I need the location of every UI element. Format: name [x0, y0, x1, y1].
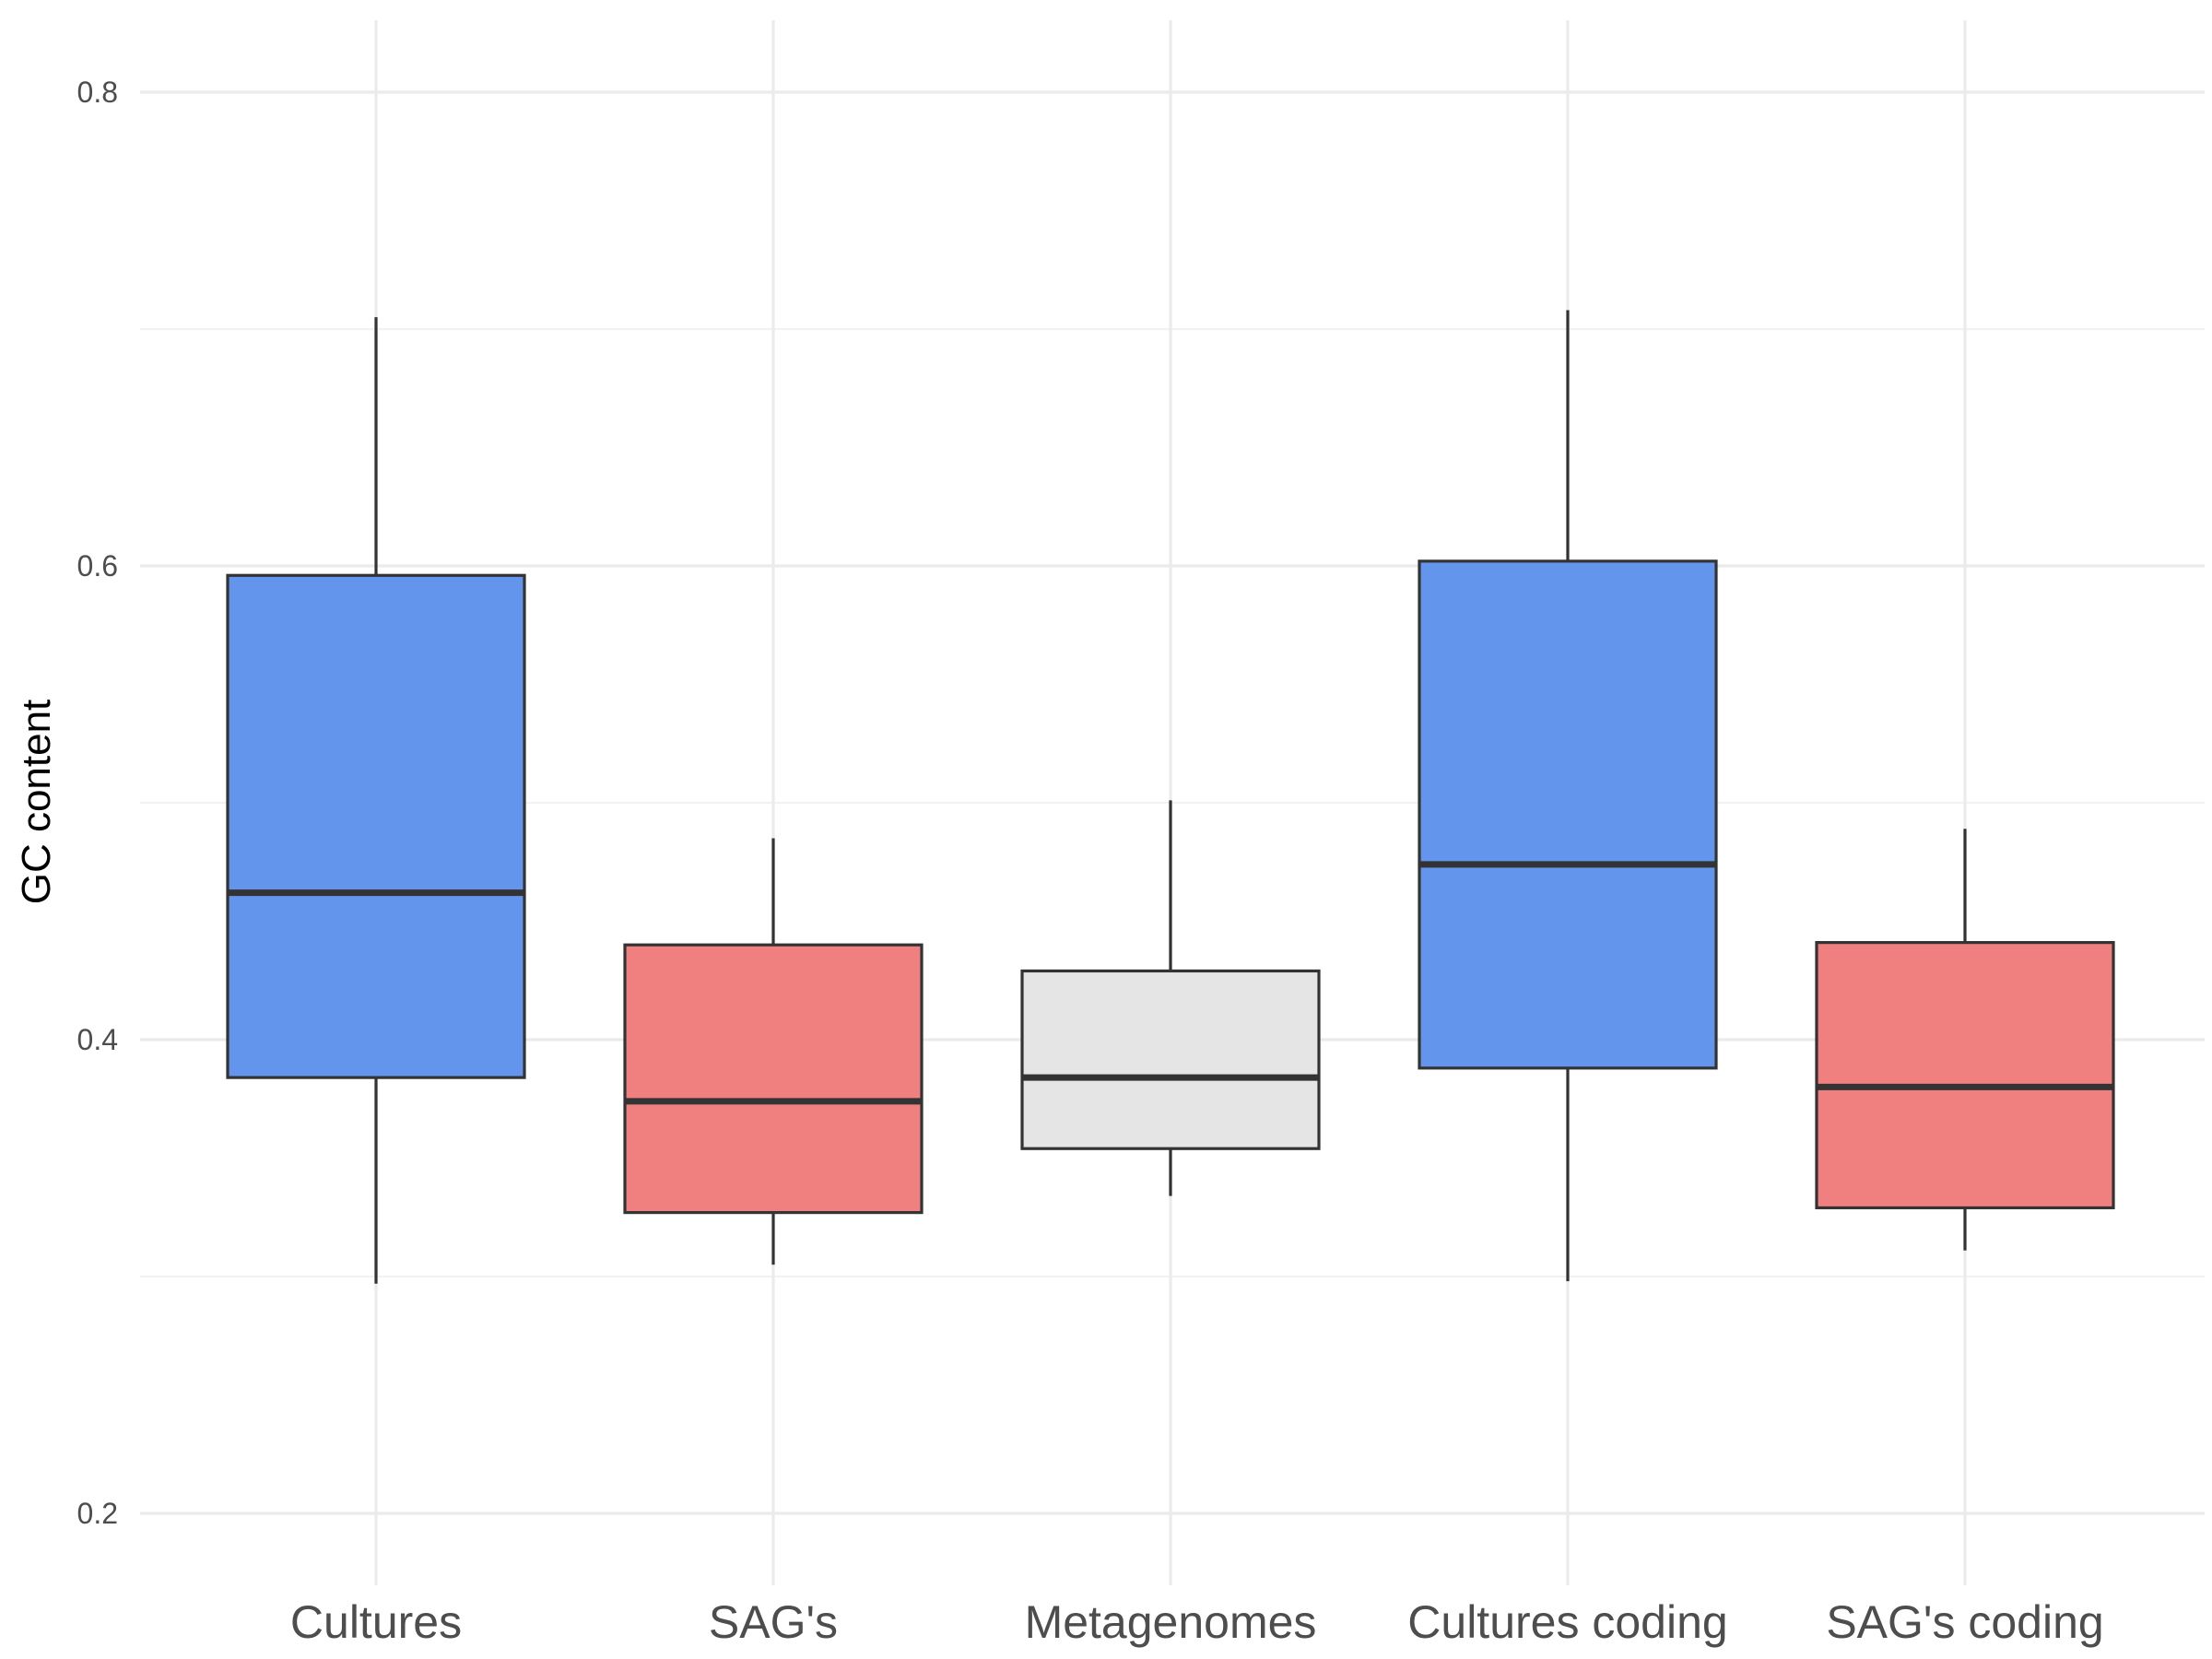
y-tick-label: 0.4: [77, 1023, 118, 1056]
box-4: [1418, 310, 1718, 1282]
boxes: [226, 310, 2115, 1284]
y-tick-label: 0.6: [77, 549, 118, 582]
x-tick-label: SAG's coding: [1826, 1596, 2103, 1648]
box-2: [623, 838, 924, 1265]
y-axis-ticks: 0.2 0.4 0.6 0.8: [77, 76, 118, 1530]
box-body: [1418, 559, 1718, 1070]
box-5: [1815, 829, 2115, 1251]
x-tick-label: Cultures: [290, 1596, 462, 1648]
y-tick-label: 0.2: [77, 1497, 118, 1530]
box-1: [226, 317, 526, 1284]
box-body: [1815, 941, 2115, 1210]
x-axis-ticks: Cultures SAG's Metagenomes Cultures coding S…: [290, 1596, 2104, 1648]
box-body: [226, 573, 526, 1079]
box-body: [623, 943, 924, 1215]
box-body: [1020, 969, 1321, 1150]
x-tick-label: Cultures coding: [1407, 1596, 1727, 1648]
y-axis-title: GC content: [14, 700, 59, 905]
y-tick-label: 0.8: [77, 76, 118, 109]
box-3: [1020, 800, 1321, 1196]
x-tick-label: SAG's: [709, 1596, 838, 1648]
x-tick-label: Metagenomes: [1025, 1596, 1317, 1648]
